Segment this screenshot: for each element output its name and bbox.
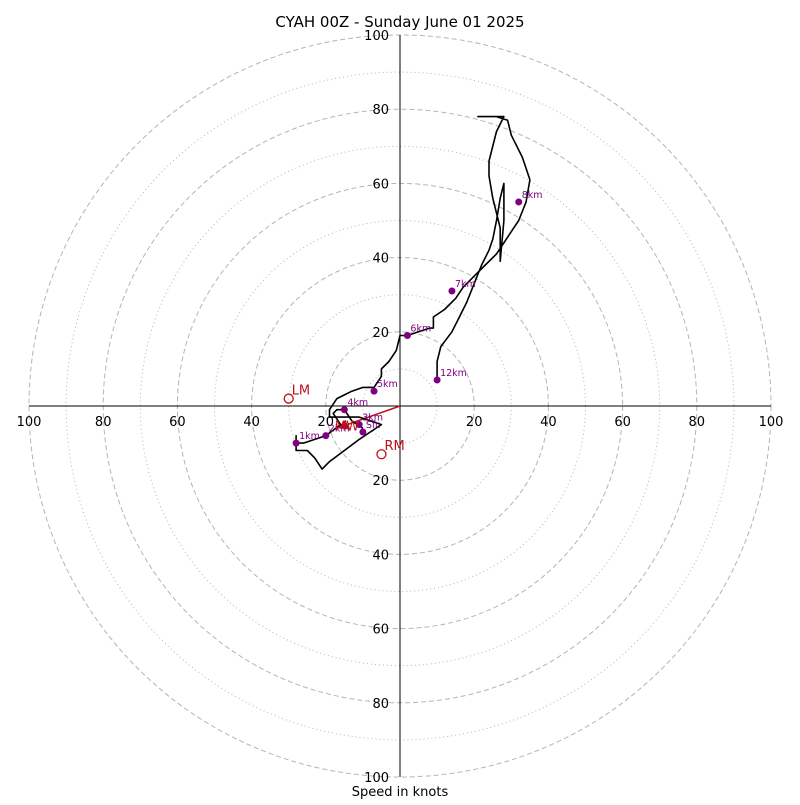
height-label-4km: 4km: [347, 398, 368, 409]
height-marker-12km: [433, 376, 441, 384]
x-tick-label: 80: [689, 415, 706, 430]
x-tick-label: 20: [318, 415, 335, 430]
height-markers: Sfc 1km 2km 3km 4km 5km 6km 7km 8km 12km: [292, 190, 543, 447]
y-tick-label: 20: [372, 474, 389, 489]
y-tick-label: 40: [372, 548, 389, 563]
y-tick-label: 80: [372, 697, 389, 712]
height-marker-4km: [340, 406, 348, 414]
storm-motions: LM RM MW: [283, 384, 405, 460]
shear-vector-line: [336, 405, 401, 429]
wind-trace-line: [295, 115, 531, 470]
y-tick-label: 100: [364, 29, 389, 44]
y-tick-label: 40: [372, 252, 389, 267]
x-tick-label: 80: [95, 415, 112, 430]
storm-motion-label-rm: RM: [384, 439, 404, 454]
height-label-1km: 1km: [299, 431, 320, 442]
height-label-12km: 12km: [440, 368, 467, 379]
height-marker-5km: [370, 387, 378, 395]
height-label-7km: 7km: [455, 279, 476, 290]
x-tick-label: 100: [17, 415, 42, 430]
storm-motion-marker-lm: [283, 393, 294, 404]
height-marker-1km: [292, 439, 300, 447]
x-axis-label: Speed in knots: [352, 785, 449, 800]
height-marker-sfc: [359, 428, 367, 436]
x-tick-label: 60: [169, 415, 186, 430]
mean-wind-label: MW: [335, 419, 359, 434]
shear-vector: [336, 405, 401, 430]
height-marker-2km: [322, 432, 330, 440]
x-tick-label: 100: [759, 415, 784, 430]
x-tick-label: 60: [614, 415, 631, 430]
x-tick-label: 40: [243, 415, 260, 430]
x-tick-label: 40: [540, 415, 557, 430]
height-label-5km: 5km: [377, 379, 398, 390]
y-tick-label: 20: [372, 326, 389, 341]
y-tick-label: 60: [372, 177, 389, 192]
height-marker-7km: [448, 287, 456, 295]
tick-labels: 100 80 60 40 20 20 40 60 80 100 100 80 60 40 20 20 40 60 8…: [17, 29, 784, 786]
x-tick-label: 20: [466, 415, 483, 430]
shear-vector-arrowhead: [336, 419, 349, 430]
height-label-3km: 3km: [362, 413, 383, 424]
y-tick-label: 80: [372, 103, 389, 118]
wind-trace: [295, 115, 531, 470]
height-label-8km: 8km: [522, 190, 543, 201]
height-marker-3km: [355, 421, 363, 429]
chart-title: CYAH 00Z - Sunday June 01 2025: [275, 13, 524, 31]
height-label-6km: 6km: [410, 324, 431, 335]
height-label-2km: 2km: [329, 424, 350, 435]
y-tick-label: 100: [364, 771, 389, 786]
y-tick-label: 60: [372, 623, 389, 638]
height-label-sfc: Sfc: [366, 420, 381, 431]
storm-motion-label-lm: LM: [292, 384, 310, 399]
height-marker-6km: [403, 332, 411, 340]
storm-motion-marker-rm: [376, 449, 387, 460]
height-marker-8km: [515, 198, 523, 206]
